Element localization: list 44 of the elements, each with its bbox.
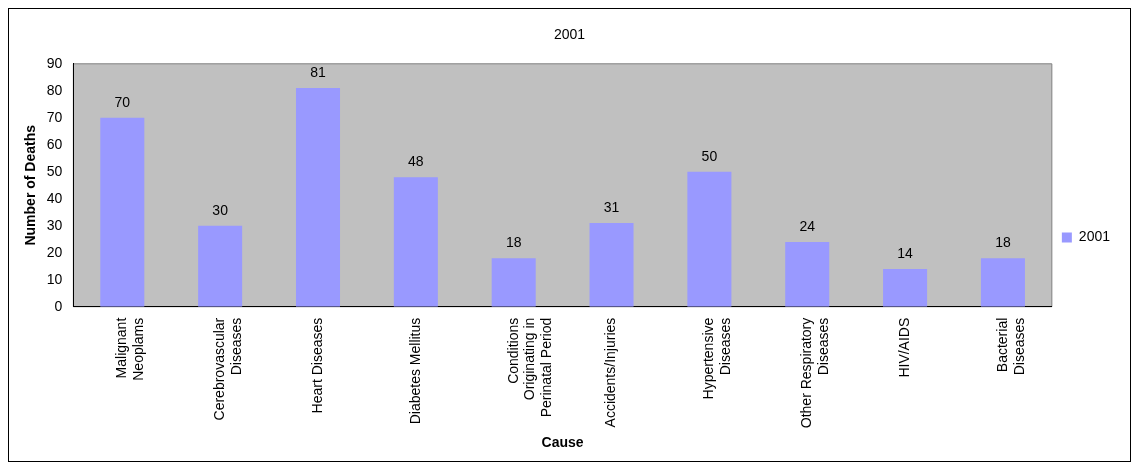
- x-tick-label: Cerebrovascular Diseases: [211, 317, 244, 421]
- data-label: 81: [310, 63, 326, 80]
- y-tick-label: 20: [46, 243, 63, 260]
- bar: [589, 223, 634, 307]
- y-tick-label: 80: [46, 81, 63, 98]
- bar: [295, 88, 341, 307]
- x-tick-label: Heart Diseases: [308, 317, 325, 414]
- x-tick-label: Conditions Originating in Perinatal Period: [504, 317, 555, 418]
- bar: [980, 258, 1025, 307]
- data-label: 48: [408, 153, 424, 170]
- data-label: 30: [212, 201, 229, 218]
- x-tick-label: Other Respiratory Diseases: [798, 317, 831, 429]
- bar: [687, 171, 732, 307]
- x-tick-label: HIV/AIDS: [895, 317, 912, 378]
- data-label: 18: [995, 233, 1011, 250]
- data-label: 50: [701, 147, 718, 164]
- y-tick-label: 50: [46, 162, 63, 179]
- y-tick-label: 0: [54, 297, 63, 314]
- bar: [785, 241, 830, 307]
- y-tick-label: 70: [46, 108, 63, 125]
- y-tick-label: 10: [46, 270, 63, 287]
- bar: [883, 268, 928, 307]
- x-tick-label: Diabetes Mellitus: [406, 317, 423, 425]
- chart-title: 2001: [553, 26, 586, 43]
- y-tick-label: 90: [46, 54, 63, 71]
- x-axis-title: Cause: [541, 434, 584, 451]
- x-tick-label: Bacterial Diseases: [993, 317, 1027, 376]
- x-tick-label: Malignant Neoplams: [113, 317, 146, 381]
- x-tick-label: Accidents/Injuries: [602, 317, 619, 428]
- bar: [393, 177, 438, 307]
- legend-label: 2001: [1078, 228, 1111, 245]
- bar: [198, 225, 243, 307]
- y-tick-label: 30: [46, 216, 63, 233]
- y-tick-label: 60: [46, 135, 63, 152]
- y-axis-title: Number of Deaths: [22, 124, 39, 246]
- bar: [100, 117, 145, 307]
- data-label: 70: [114, 93, 131, 110]
- bar: [491, 258, 536, 307]
- data-label: 14: [897, 244, 914, 261]
- x-tick-label: Hypertensive Diseases: [700, 317, 734, 400]
- data-label: 24: [799, 217, 816, 234]
- data-label: 18: [505, 233, 522, 250]
- y-tick-label: 40: [46, 189, 63, 206]
- data-label: 31: [603, 198, 620, 215]
